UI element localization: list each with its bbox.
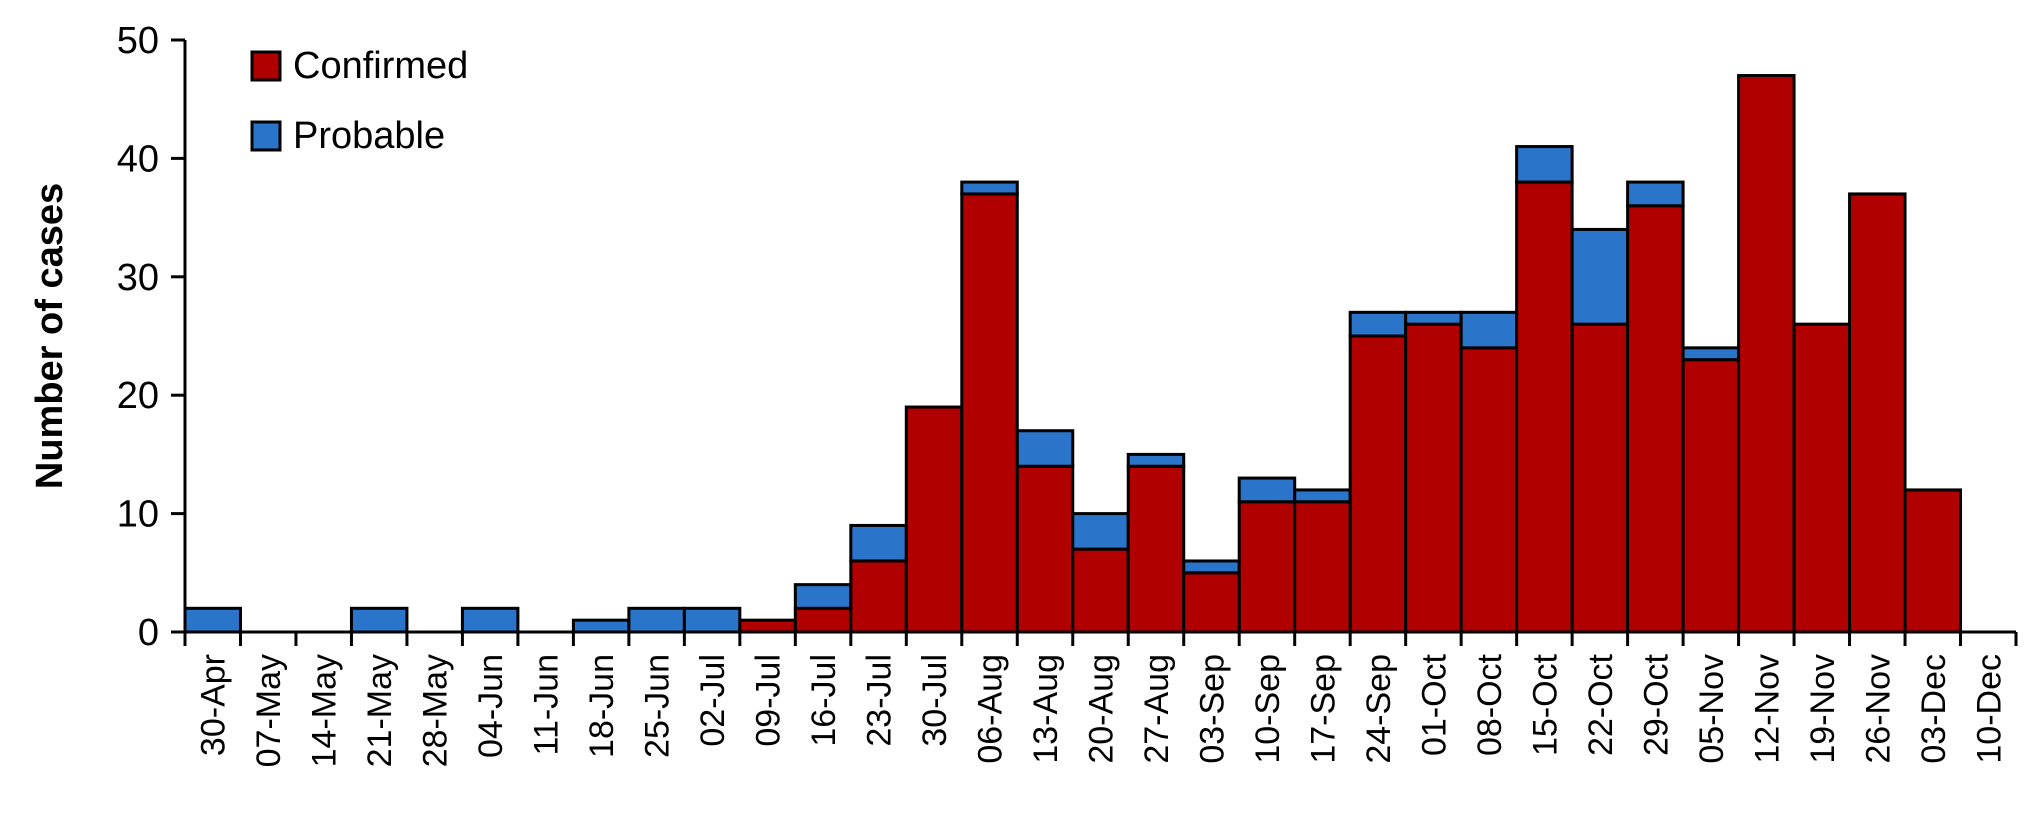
legend-swatch-confirmed <box>250 50 282 82</box>
x-tick-label-03-Sep: 03-Sep <box>1193 654 1231 764</box>
bar-confirmed-10-Sep <box>1237 500 1297 634</box>
bar-confirmed-27-Aug <box>1126 464 1186 634</box>
x-tick-label-16-Jul: 16-Jul <box>805 654 843 747</box>
y-tick-label: 50 <box>117 20 159 62</box>
bar-confirmed-15-Oct <box>1515 180 1574 634</box>
bar-probable-25-Jun <box>627 606 686 634</box>
bar-confirmed-26-Nov <box>1848 192 1907 634</box>
x-tick-label-26-Nov: 26-Nov <box>1859 654 1897 764</box>
y-tick-labels: 0 10 20 30 40 50 <box>117 20 159 654</box>
bar-confirmed-01-Oct <box>1404 322 1463 634</box>
bar-probable-13-Aug <box>1015 429 1075 468</box>
bar-probable-05-Nov <box>1681 346 1741 362</box>
x-tick-label-04-Jun: 04-Jun <box>472 654 510 758</box>
x-tick-label-07-May: 07-May <box>250 654 288 767</box>
x-tick-labels: 30-Apr 07-May 14-May 21-May 28-May 04-Jun 11-J… <box>195 653 2009 767</box>
bar-probable-24-Sep <box>1348 310 1408 338</box>
x-tick-label-03-Dec: 03-Dec <box>1915 654 1953 764</box>
y-tick-label: 10 <box>117 494 159 536</box>
bar-probable-17-Sep <box>1293 488 1352 504</box>
bar-confirmed-05-Nov <box>1681 358 1741 634</box>
bar-probable-27-Aug <box>1126 452 1186 468</box>
bar-probable-10-Sep <box>1237 476 1297 504</box>
x-tick-label-30-Apr: 30-Apr <box>195 654 233 756</box>
bar-confirmed-20-Aug <box>1071 547 1130 634</box>
bar-probable-01-Oct <box>1404 310 1463 326</box>
bar-probable-04-Jun <box>460 606 520 634</box>
bar-confirmed-17-Sep <box>1293 500 1352 634</box>
bar-probable-23-Jul <box>849 523 908 563</box>
bar-confirmed-09-Jul <box>738 618 797 634</box>
legend-label-confirmed: Confirmed <box>293 45 468 87</box>
bar-confirmed-19-Nov <box>1792 322 1852 634</box>
bar-confirmed-03-Dec <box>1903 488 1963 634</box>
bar-probable-20-Aug <box>1071 512 1130 551</box>
x-tick-label-29-Oct: 29-Oct <box>1637 653 1675 756</box>
bar-confirmed-12-Nov <box>1737 74 1796 634</box>
y-tick-label: 20 <box>117 375 159 417</box>
x-tick-label-06-Aug: 06-Aug <box>972 654 1010 764</box>
x-tick-label-14-May: 14-May <box>306 654 344 767</box>
bar-probable-29-Oct <box>1626 180 1685 208</box>
y-tick-label: 30 <box>117 257 159 299</box>
bar-confirmed-03-Sep <box>1182 571 1241 634</box>
x-tick-label-15-Oct: 15-Oct <box>1526 653 1564 756</box>
x-tick-label-24-Sep: 24-Sep <box>1360 654 1398 764</box>
bar-confirmed-29-Oct <box>1626 204 1685 634</box>
bar-confirmed-30-Jul <box>904 405 964 634</box>
x-tick-label-28-May: 28-May <box>417 654 455 767</box>
bars-group <box>183 74 1963 634</box>
bar-probable-06-Aug <box>960 180 1019 196</box>
bar-confirmed-13-Aug <box>1015 464 1075 634</box>
legend-swatch-probable <box>250 120 282 152</box>
bar-probable-15-Oct <box>1515 145 1574 184</box>
x-tick-label-05-Nov: 05-Nov <box>1693 654 1731 764</box>
bar-probable-16-Jul <box>793 583 853 610</box>
axes-group <box>171 38 2018 646</box>
bar-probable-03-Sep <box>1182 559 1241 575</box>
bar-confirmed-06-Aug <box>960 192 1019 634</box>
x-tick-label-08-Oct: 08-Oct <box>1471 653 1509 756</box>
x-tick-label-09-Jul: 09-Jul <box>750 654 788 747</box>
y-tick-label: 40 <box>117 138 159 180</box>
bar-confirmed-22-Oct <box>1570 322 1630 634</box>
x-tick-label-02-Jul: 02-Jul <box>694 654 732 747</box>
x-tick-label-13-Aug: 13-Aug <box>1027 654 1065 764</box>
y-tick-label: 0 <box>138 612 159 654</box>
x-tick-label-19-Nov: 19-Nov <box>1804 654 1842 764</box>
y-axis-title: Number of cases <box>29 183 71 489</box>
x-tick-label-12-Nov: 12-Nov <box>1748 654 1786 764</box>
x-tick-label-11-Jun: 11-Jun <box>528 654 566 755</box>
x-tick-label-20-Aug: 20-Aug <box>1083 654 1121 764</box>
bar-probable-08-Oct <box>1459 310 1519 350</box>
bar-probable-21-May <box>349 606 409 634</box>
bar-probable-18-Jun <box>571 618 631 634</box>
x-tick-label-22-Oct: 22-Oct <box>1582 653 1620 756</box>
x-tick-label-10-Dec: 10-Dec <box>1970 654 2008 764</box>
x-tick-label-21-May: 21-May <box>361 654 399 767</box>
bar-probable-22-Oct <box>1570 227 1630 326</box>
bar-confirmed-08-Oct <box>1459 346 1519 634</box>
x-tick-label-17-Sep: 17-Sep <box>1304 654 1342 764</box>
x-tick-label-01-Oct: 01-Oct <box>1415 653 1453 756</box>
bar-probable-30-Apr <box>183 606 242 634</box>
x-tick-label-30-Jul: 30-Jul <box>916 654 954 747</box>
legend-label-probable: Probable <box>293 115 445 157</box>
x-tick-label-10-Sep: 10-Sep <box>1249 654 1287 764</box>
bar-confirmed-23-Jul <box>849 559 908 634</box>
legend: Confirmed Probable <box>250 45 468 157</box>
bar-probable-02-Jul <box>682 606 742 634</box>
bar-confirmed-16-Jul <box>793 606 853 634</box>
x-tick-label-18-Jun: 18-Jun <box>583 654 621 758</box>
bar-confirmed-24-Sep <box>1348 334 1408 634</box>
x-tick-label-25-Jun: 25-Jun <box>639 654 677 758</box>
x-tick-label-27-Aug: 27-Aug <box>1138 654 1176 764</box>
x-tick-label-23-Jul: 23-Jul <box>861 654 899 747</box>
